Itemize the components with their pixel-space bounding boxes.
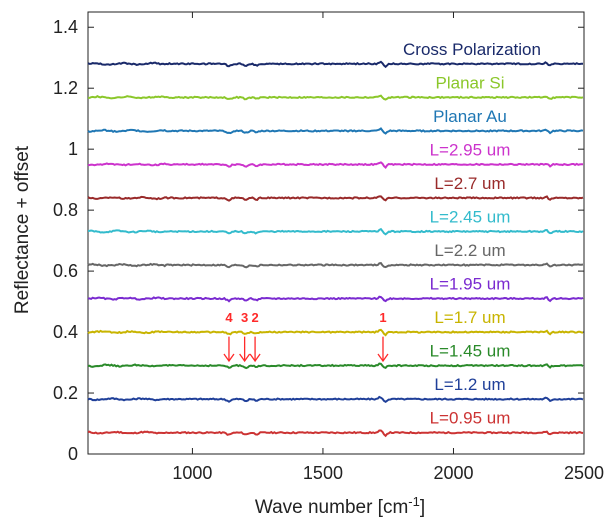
peak-number: 2 — [251, 310, 258, 325]
series-label: L=0.95 um — [430, 409, 511, 428]
series-line — [87, 195, 584, 202]
peak-arrow-head — [377, 353, 389, 363]
series-line — [87, 429, 584, 438]
y-tick-label: 0.6 — [53, 261, 78, 281]
series-traces — [87, 60, 584, 438]
y-tick-label: 0.4 — [53, 322, 78, 342]
series-line — [87, 161, 584, 169]
series-label: L=2.45 um — [430, 207, 511, 226]
peak-arrow-head — [239, 353, 251, 363]
series-line — [87, 60, 583, 69]
series-line — [87, 362, 584, 370]
y-tick-label: 0.2 — [53, 383, 78, 403]
series-label: L=1.7 um — [434, 308, 505, 327]
x-axis-label: Wave number [cm-1] — [255, 494, 425, 519]
series-line — [87, 295, 584, 303]
series-label: L=1.95 um — [430, 275, 511, 294]
peak-arrow-head — [223, 353, 235, 363]
series-line — [87, 94, 584, 101]
series-label: L=2.95 um — [430, 140, 511, 159]
x-tick-label: 1500 — [303, 463, 343, 483]
series-label: L=2.2 um — [434, 241, 505, 260]
x-tick-label: 2000 — [433, 463, 473, 483]
plot-frame — [87, 11, 585, 455]
series-label: L=2.7 um — [434, 174, 505, 193]
y-tick-label: 1 — [68, 139, 78, 159]
series-label: Cross Polarization — [403, 40, 541, 59]
series-label: Planar Au — [433, 107, 507, 126]
series-line — [87, 395, 584, 403]
y-tick-label: 0 — [68, 444, 78, 464]
series-line — [87, 328, 584, 337]
axes: 1000 1500 2000 2500 0 0.2 0.4 0.6 0.8 1 1.2 1.4 — [53, 11, 604, 483]
series-labels: L=0.95 um L=1.2 um L=1.45 um L=1.7 um L=1.95… — [403, 40, 541, 428]
y-tick-label: 1.4 — [53, 17, 78, 37]
x-tick-label: 1000 — [172, 463, 212, 483]
series-label: Planar Si — [436, 73, 505, 92]
x-tick-label: 2500 — [564, 463, 604, 483]
y-tick-label: 0.8 — [53, 200, 78, 220]
peak-number: 3 — [241, 310, 248, 325]
series-label: L=1.45 um — [430, 342, 511, 361]
series-line — [87, 262, 584, 269]
series-label: L=1.2 um — [434, 375, 505, 394]
peak-number: 1 — [379, 310, 386, 325]
y-axis-label: Reflectance + offset — [12, 145, 33, 314]
peak-number: 4 — [225, 310, 233, 325]
peak-arrow-head — [249, 353, 261, 363]
y-tick-label: 1.2 — [53, 78, 78, 98]
series-line — [87, 127, 584, 135]
series-line — [88, 227, 584, 236]
